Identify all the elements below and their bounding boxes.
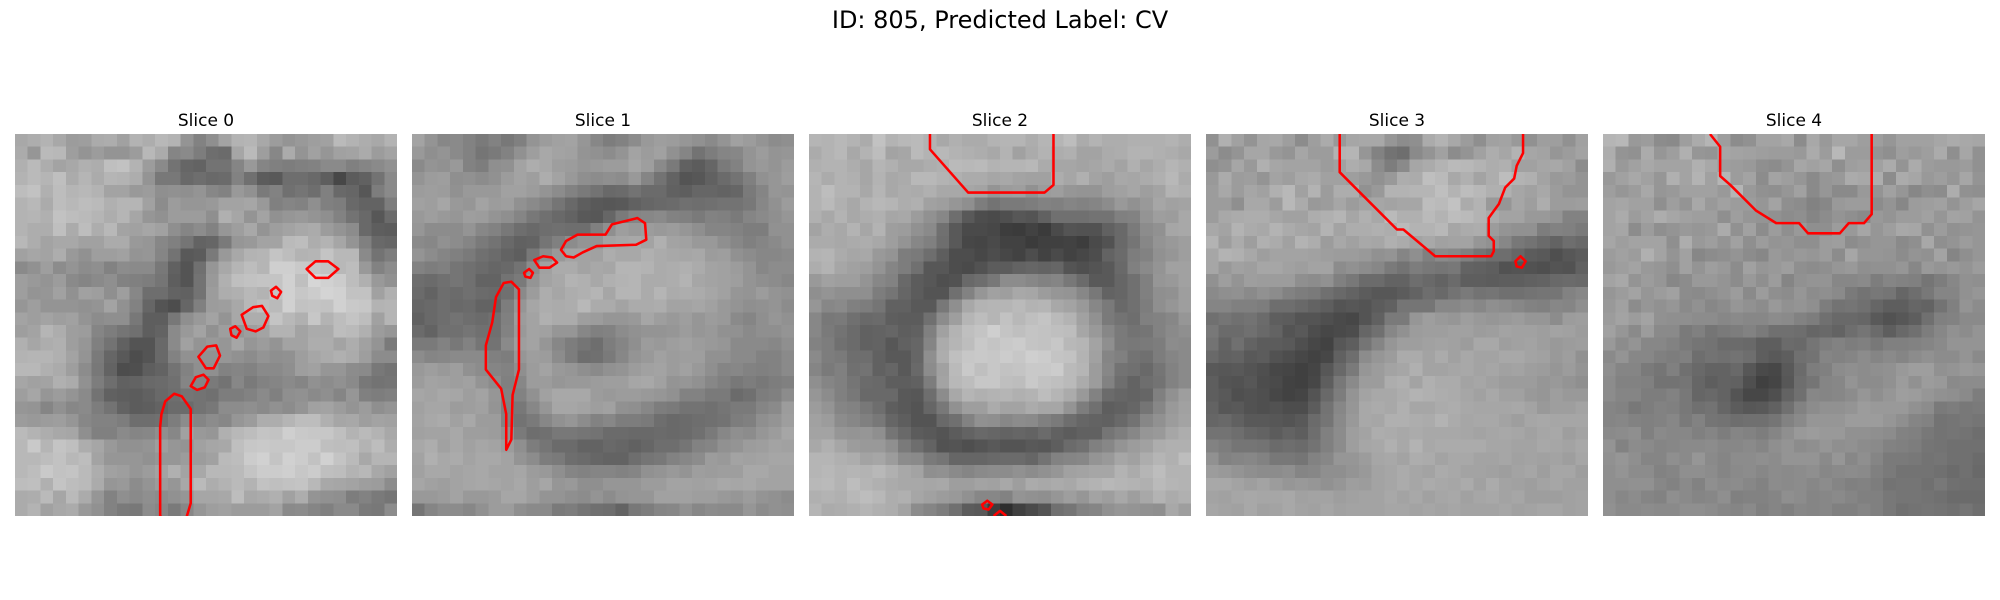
pixel-grid (1206, 134, 1588, 516)
contour-line (532, 254, 559, 269)
contour-line (980, 499, 994, 511)
contour-line (928, 134, 1055, 194)
slice-panel-0: Slice 0 (15, 108, 397, 516)
contour-line (1338, 134, 1525, 258)
slice-image (1206, 134, 1588, 516)
slice-image (15, 134, 397, 516)
contour-line (559, 216, 648, 259)
pixel-grid (15, 134, 397, 516)
contour-line (228, 325, 242, 340)
slice-title: Slice 2 (971, 111, 1029, 131)
slice-image (809, 134, 1191, 516)
figure-title: ID: 805, Predicted Label: CV (831, 6, 1169, 34)
contour-line (1514, 254, 1527, 269)
slice-image (1603, 134, 1985, 516)
contour-line (240, 304, 270, 333)
pixel-grid (809, 134, 1191, 516)
slice-title: Slice 1 (574, 111, 632, 131)
slice-title: Slice 4 (1765, 111, 1823, 131)
slice-panel-2: Slice 2 (809, 108, 1191, 516)
contour-line (269, 285, 283, 300)
contour-line (197, 344, 222, 370)
slice-title: Slice 3 (1368, 111, 1426, 131)
pixel-grid (412, 134, 794, 516)
contour-line (484, 280, 521, 452)
slice-image (412, 134, 794, 516)
contour-line (1708, 134, 1873, 235)
contour-line (189, 373, 210, 392)
contour-line (522, 267, 535, 280)
contour-line (305, 260, 340, 280)
contour-line (992, 509, 1008, 516)
slice-panel-4: Slice 4 (1603, 108, 1985, 516)
slice-panel-1: Slice 1 (412, 108, 794, 516)
contour-line (158, 392, 192, 516)
slice-panel-3: Slice 3 (1206, 108, 1588, 516)
slice-title: Slice 0 (177, 111, 235, 131)
pixel-grid (1603, 134, 1985, 516)
